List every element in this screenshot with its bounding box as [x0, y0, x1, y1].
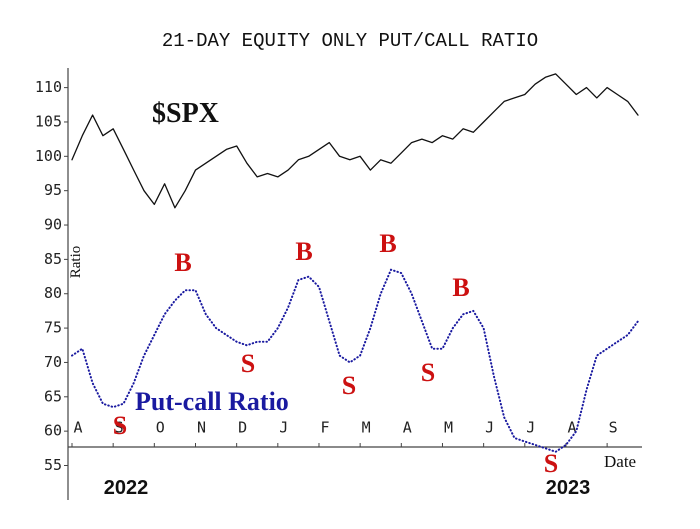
- annotation: S: [241, 349, 255, 378]
- chart-title: 21-DAY EQUITY ONLY PUT/CALL RATIO: [162, 30, 538, 52]
- y-tick-label: 90: [44, 216, 62, 234]
- y-tick-label: 70: [44, 353, 62, 371]
- x-axis-label: Date: [604, 452, 636, 471]
- annotation: S: [342, 371, 356, 400]
- year-label: 2023: [546, 477, 591, 499]
- annotation: S: [421, 358, 435, 387]
- series-line: [71, 268, 639, 453]
- x-tick-label: J: [485, 419, 494, 437]
- annotation: B: [379, 229, 396, 258]
- x-tick-label: M: [362, 419, 371, 437]
- y-tick-label: 95: [44, 181, 62, 199]
- x-tick-label: O: [156, 419, 165, 437]
- annotation: B: [174, 248, 191, 277]
- y-tick-label: 100: [35, 147, 62, 165]
- x-tick-label: F: [320, 419, 329, 437]
- year-label: 2022: [104, 477, 149, 499]
- x-tick-label: S: [115, 419, 124, 437]
- x-tick-label: A: [73, 419, 82, 437]
- x-tick-label: N: [197, 419, 206, 437]
- legend-entry: $SPX: [152, 98, 219, 129]
- y-tick-label: 65: [44, 387, 62, 405]
- x-tick-label: S: [609, 419, 618, 437]
- y-tick-label: 110: [35, 78, 62, 96]
- annotation: B: [295, 237, 312, 266]
- annotation: S: [544, 449, 558, 478]
- y-tick-label: 85: [44, 250, 62, 268]
- series-line: [71, 73, 639, 209]
- y-tick-label: 55: [44, 456, 62, 474]
- x-tick-label: A: [403, 419, 412, 437]
- x-tick-label: M: [444, 419, 453, 437]
- y-tick-label: 75: [44, 319, 62, 337]
- legend-entry: Put-call Ratio: [135, 387, 289, 416]
- x-tick-label: A: [567, 419, 576, 437]
- y-tick-label: 80: [44, 284, 62, 302]
- y-tick-label: 60: [44, 422, 62, 440]
- y-axis-label: Ratio: [68, 246, 84, 279]
- y-tick-label: 105: [35, 112, 62, 130]
- x-tick-label: D: [238, 419, 247, 437]
- x-tick-label: J: [279, 419, 288, 437]
- annotation: S: [113, 411, 127, 440]
- x-tick-label: J: [526, 419, 535, 437]
- annotation: B: [452, 273, 469, 302]
